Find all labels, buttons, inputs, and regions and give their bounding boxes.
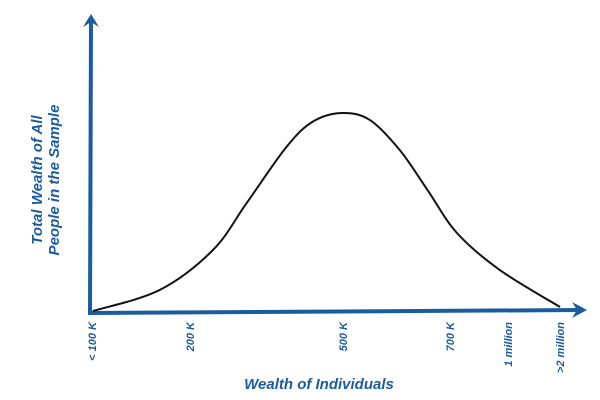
x-tick-label: < 100 K xyxy=(87,321,99,361)
x-tick-labels: < 100 K 200 K 500 K 700 K 1 million >2 millio… xyxy=(87,321,567,373)
y-axis-label: Total Wealth of All People in the Sample xyxy=(29,105,63,256)
y-axis-arrow-icon xyxy=(83,14,99,27)
x-axis-label: Wealth of Individuals xyxy=(244,376,394,393)
axes xyxy=(83,14,587,318)
x-axis xyxy=(87,308,581,315)
y-axis-label-line-1: Total Wealth of All xyxy=(29,114,46,244)
x-axis-arrow-icon xyxy=(572,302,587,318)
x-tick-label: 200 K xyxy=(185,321,197,352)
x-tick-label: 500 K xyxy=(338,321,350,351)
x-tick-label: 700 K xyxy=(445,321,457,351)
x-tick-label: 1 million xyxy=(503,322,515,367)
y-axis xyxy=(88,19,93,314)
y-axis-label-line-2: People in the Sample xyxy=(46,105,63,256)
distribution-curve xyxy=(92,111,561,312)
x-tick-label: >2 million xyxy=(555,322,567,373)
